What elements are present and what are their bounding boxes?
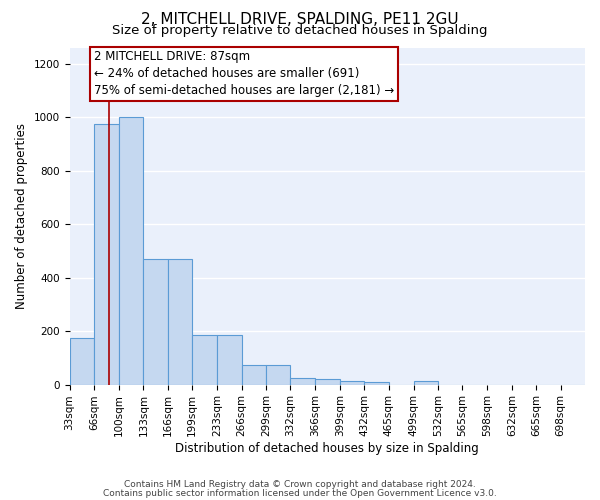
- Bar: [192, 335, 217, 384]
- Text: 2, MITCHELL DRIVE, SPALDING, PE11 2GU: 2, MITCHELL DRIVE, SPALDING, PE11 2GU: [141, 12, 459, 28]
- Bar: [266, 364, 290, 384]
- Bar: [94, 124, 119, 384]
- Bar: [242, 364, 266, 384]
- Text: Contains HM Land Registry data © Crown copyright and database right 2024.: Contains HM Land Registry data © Crown c…: [124, 480, 476, 489]
- Text: Size of property relative to detached houses in Spalding: Size of property relative to detached ho…: [112, 24, 488, 37]
- Bar: [143, 259, 168, 384]
- Text: Contains public sector information licensed under the Open Government Licence v3: Contains public sector information licen…: [103, 488, 497, 498]
- X-axis label: Distribution of detached houses by size in Spalding: Distribution of detached houses by size …: [175, 442, 479, 455]
- Bar: [316, 379, 340, 384]
- Bar: [70, 338, 94, 384]
- Bar: [168, 259, 192, 384]
- Bar: [217, 335, 242, 384]
- Y-axis label: Number of detached properties: Number of detached properties: [15, 123, 28, 309]
- Bar: [413, 380, 438, 384]
- Bar: [364, 382, 389, 384]
- Bar: [340, 380, 364, 384]
- Bar: [290, 378, 316, 384]
- Text: 2 MITCHELL DRIVE: 87sqm
← 24% of detached houses are smaller (691)
75% of semi-d: 2 MITCHELL DRIVE: 87sqm ← 24% of detache…: [94, 50, 394, 97]
- Bar: [119, 117, 143, 384]
